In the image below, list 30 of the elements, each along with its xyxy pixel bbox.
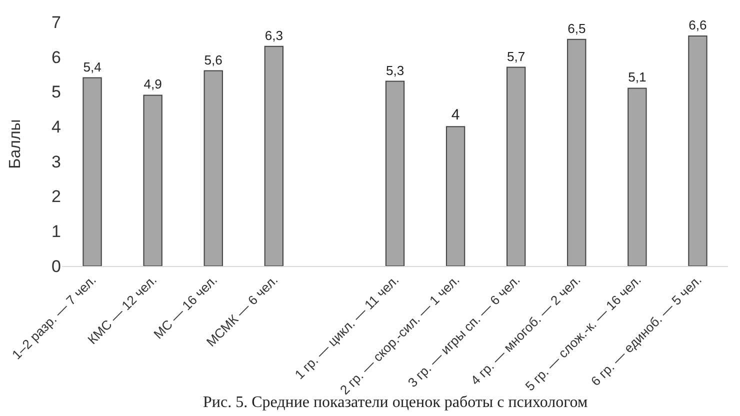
bar <box>385 80 405 266</box>
y-tick-label: 3 <box>52 152 61 172</box>
bar <box>204 70 223 266</box>
y-axis-title: Баллы <box>7 119 24 169</box>
bar <box>264 46 284 266</box>
y-tick-label: 0 <box>52 256 61 276</box>
data-label: 4 <box>451 106 460 124</box>
data-label: 5,1 <box>628 70 646 85</box>
y-tick-label: 4 <box>52 118 61 137</box>
bar <box>143 94 162 266</box>
data-label: 4,9 <box>144 76 162 92</box>
data-label: 5,4 <box>83 59 102 74</box>
y-tick-label: 1 <box>52 222 61 242</box>
data-label: 6,3 <box>264 28 283 43</box>
bar <box>506 66 526 266</box>
bar <box>82 77 102 266</box>
text: Рис. 5. Средние показатели оценок работы с психологом <box>203 394 588 411</box>
y-tick-label: 2 <box>52 187 61 206</box>
y-tick-label: 6 <box>52 48 61 67</box>
bar <box>567 38 586 266</box>
bar <box>688 35 708 266</box>
data-label: 6,6 <box>688 17 707 32</box>
bar <box>628 88 647 266</box>
y-tick-label: 5 <box>52 82 61 102</box>
data-label: 5,6 <box>204 52 222 68</box>
data-label: 5,3 <box>386 62 404 78</box>
bar <box>446 126 466 266</box>
data-label: 5,7 <box>507 48 526 64</box>
y-tick-label: 7 <box>52 12 61 32</box>
data-label: 6,5 <box>568 20 586 36</box>
